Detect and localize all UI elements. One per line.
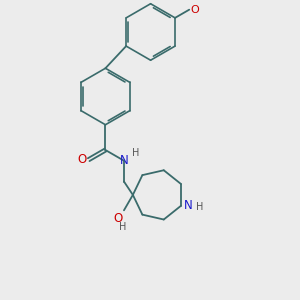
Text: N: N — [120, 154, 128, 167]
Text: H: H — [196, 202, 204, 212]
Text: N: N — [184, 199, 193, 212]
Text: H: H — [132, 148, 140, 158]
Text: O: O — [191, 5, 200, 15]
Text: O: O — [113, 212, 122, 225]
Text: O: O — [77, 153, 86, 166]
Text: H: H — [119, 222, 126, 232]
